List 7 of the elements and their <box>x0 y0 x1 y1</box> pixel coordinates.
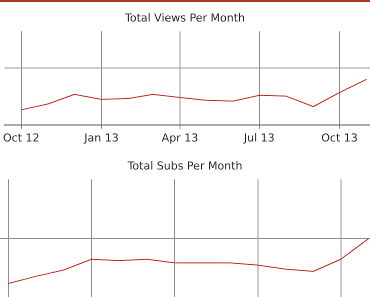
x-tick-label: Jul 13 <box>242 131 275 144</box>
chart-title: Total Subs Per Month <box>126 159 242 172</box>
chart-title: Total Views Per Month <box>124 11 246 24</box>
x-tick-label: Oct 12 <box>3 131 40 144</box>
x-tick-label: Oct 13 <box>321 131 358 144</box>
x-tick-label: Jan 13 <box>83 131 119 144</box>
x-tick-label: Apr 13 <box>162 131 198 144</box>
